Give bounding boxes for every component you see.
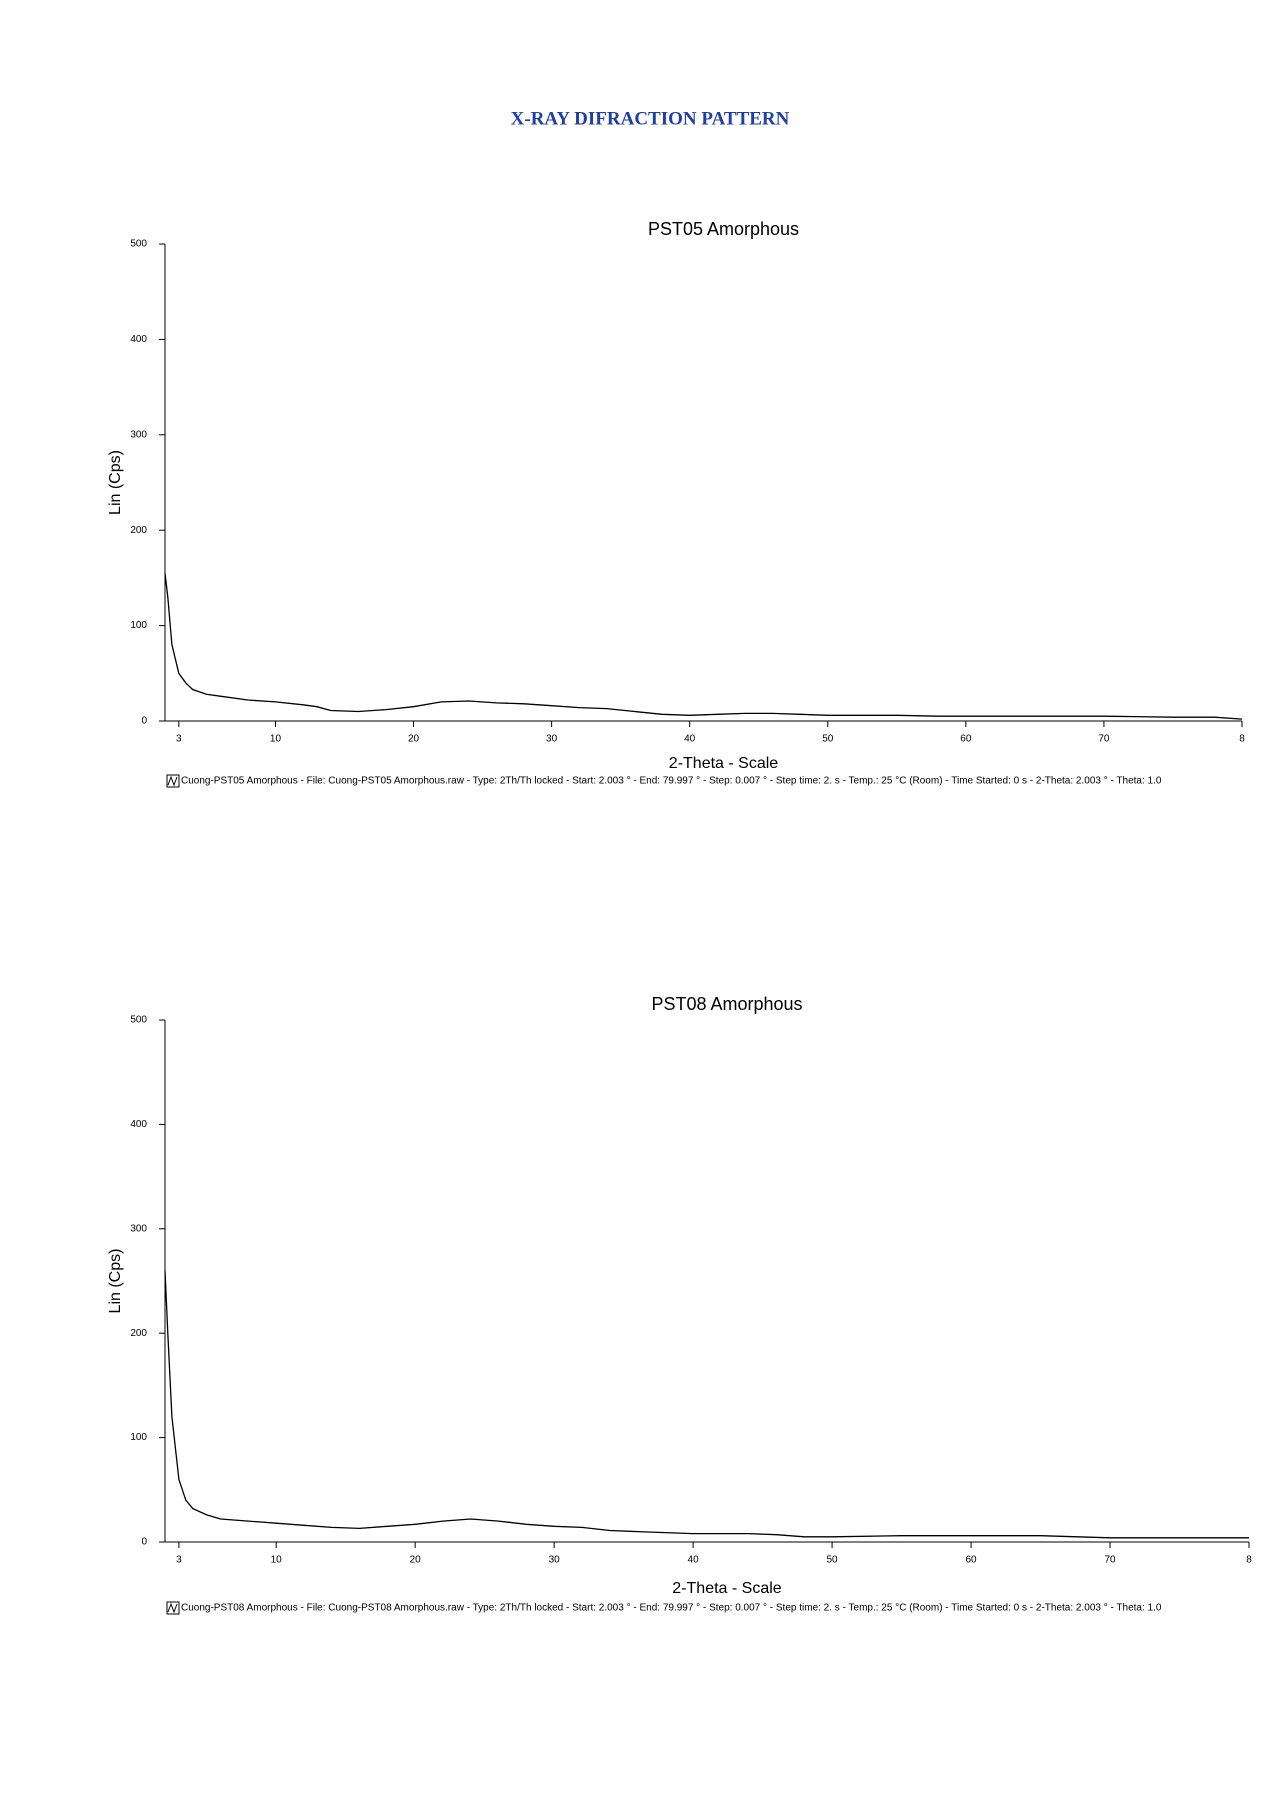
y-tick-label: 100: [130, 620, 147, 631]
x-tick-label: 3: [176, 734, 182, 745]
y-tick-label: 400: [130, 1119, 147, 1130]
y-axis-label: Lin (Cps): [107, 450, 124, 515]
legend-icon-wave: [167, 775, 178, 787]
y-tick-label: 300: [130, 1223, 147, 1234]
y-tick-label: 0: [141, 716, 147, 727]
x-tick-label: 40: [688, 1555, 700, 1566]
x-tick-label: 70: [1098, 734, 1110, 745]
x-tick-label: 50: [827, 1555, 839, 1566]
legend-entry: Cuong-PST05 Amorphous - File: Cuong-PST0…: [181, 776, 1162, 787]
x-tick-label: 3: [176, 1555, 182, 1566]
legend-icon-wave: [167, 1602, 178, 1614]
y-axis-label: Lin (Cps): [107, 1249, 124, 1314]
x-tick-label: 60: [960, 734, 972, 745]
data-line: [164, 1270, 1249, 1539]
x-tick-label: 60: [965, 1555, 977, 1566]
y-tick-label: 300: [130, 429, 147, 440]
x-tick-label: 8: [1246, 1555, 1252, 1566]
x-tick-label: 10: [270, 734, 282, 745]
x-tick-label: 50: [822, 734, 834, 745]
y-tick-label: 100: [130, 1432, 147, 1443]
y-tick-label: 200: [130, 525, 147, 536]
x-axis-label: 2-Theta - Scale: [672, 1580, 781, 1597]
chart-title: PST08 Amorphous: [651, 994, 802, 1014]
legend-entry: Cuong-PST08 Amorphous - File: Cuong-PST0…: [181, 1603, 1162, 1614]
legend-icon: [166, 774, 180, 788]
x-tick-label: 20: [410, 1555, 422, 1566]
data-line: [164, 573, 1243, 720]
chart-title: PST05 Amorphous: [648, 219, 799, 239]
x-tick-label: 8: [1239, 734, 1245, 745]
x-axis-label: 2-Theta - Scale: [669, 755, 778, 772]
page-title: X-RAY DIFRACTION PATTERN: [511, 108, 790, 129]
x-tick-label: 40: [684, 734, 696, 745]
x-tick-label: 20: [408, 734, 420, 745]
legend-icon: [166, 1601, 180, 1615]
x-tick-label: 30: [546, 734, 558, 745]
x-tick-label: 70: [1104, 1555, 1116, 1566]
y-tick-label: 400: [130, 334, 147, 345]
x-tick-label: 10: [271, 1555, 283, 1566]
y-tick-label: 0: [141, 1537, 147, 1548]
y-tick-label: 500: [130, 1015, 147, 1026]
y-tick-label: 500: [130, 239, 147, 250]
y-tick-label: 200: [130, 1328, 147, 1339]
x-tick-label: 30: [549, 1555, 561, 1566]
